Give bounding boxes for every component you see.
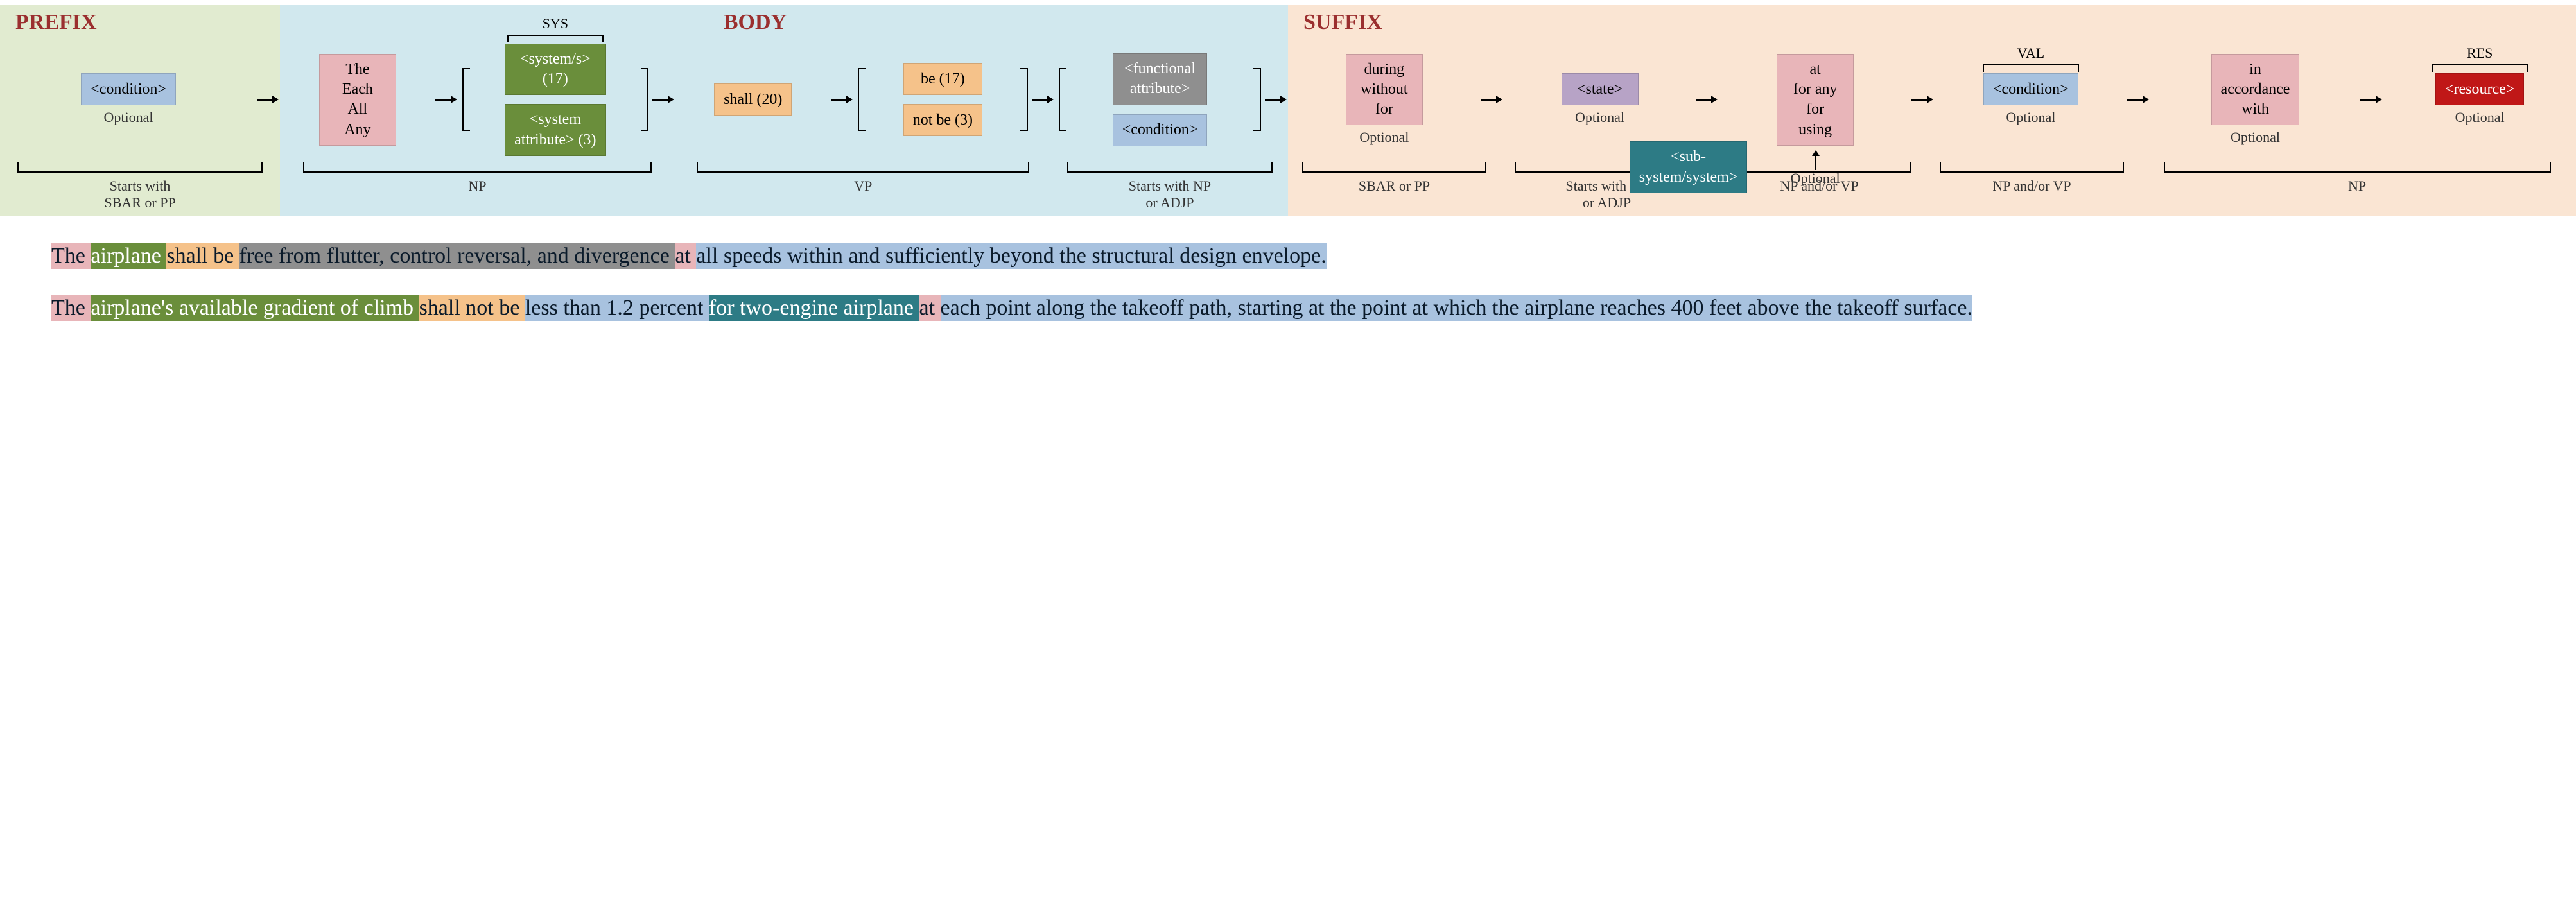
ex1-the: The: [51, 243, 91, 269]
optional-label: Optional: [2455, 109, 2505, 126]
ex1-shall: shall be: [166, 243, 234, 269]
ex2-condition2: each point along the takeoff path, start…: [941, 295, 1972, 321]
state-node: <state>: [1562, 73, 1639, 105]
ex1-system: airplane: [91, 243, 161, 269]
suffix-title: SUFFIX: [1303, 10, 1382, 35]
optional-label: Optional: [104, 109, 153, 126]
bottom-label-9: NP: [2348, 178, 2366, 194]
section-prefix: PREFIX <condition> Optional Starts with …: [0, 5, 280, 216]
fork-bracket: [641, 44, 652, 156]
notbe-node: not be (3): [903, 104, 982, 136]
fork-bracket: [1253, 44, 1265, 156]
optional-label: Optional: [1575, 109, 1624, 126]
fork-bracket: [458, 44, 470, 156]
optional-label: Optional: [2006, 109, 2055, 126]
condition-node-body: <condition>: [1113, 114, 1208, 146]
prefix-title: PREFIX: [15, 10, 97, 35]
bottom-label-5: SBAR or PP: [1359, 178, 1430, 194]
val-top-label: VAL: [1983, 45, 2079, 72]
up-arrow-icon: [1815, 151, 1816, 170]
condition-node-val: <condition>: [1983, 73, 2078, 105]
ex1-pp: at: [675, 243, 691, 269]
determiner-node: The Each All Any: [319, 54, 396, 146]
subsystem-node: <sub- system/system>: [1630, 141, 1748, 193]
example-sentences: The airplane shall be free from flutter,…: [0, 216, 2576, 369]
example-sentence-2: The airplane's available gradient of cli…: [51, 291, 2525, 324]
subsystem-branch: <sub- system/system>: [1630, 141, 1748, 193]
functional-attribute-node: <functional attribute>: [1113, 53, 1208, 105]
ex2-the: The: [51, 295, 91, 321]
bottom-label-2: NP: [468, 178, 486, 194]
shall-node: shall (20): [714, 83, 792, 116]
section-suffix: SUFFIX during without for Optional <stat…: [1288, 5, 2576, 216]
ex2-condition1: less than 1.2 percent: [525, 295, 704, 321]
body-title: BODY: [724, 10, 787, 35]
be-node: be (17): [903, 63, 982, 95]
sbar-node: during without for: [1346, 54, 1423, 126]
optional-label: Optional: [1791, 170, 1840, 187]
bottom-label-8: NP and/or VP: [1992, 178, 2071, 194]
ex1-condition: all speeds within and sufficiently beyon…: [696, 243, 1326, 269]
optional-label: Optional: [1359, 129, 1409, 146]
ex1-attribute: free from flutter, control reversal, and…: [239, 243, 670, 269]
example-sentence-1: The airplane shall be free from flutter,…: [51, 239, 2525, 272]
optional-label: Optional: [2231, 129, 2280, 146]
fork-bracket: [1055, 44, 1066, 156]
fork-bracket: [1020, 44, 1032, 156]
ex2-pp: at: [919, 295, 936, 321]
res-top-label: RES: [2432, 45, 2528, 72]
accordance-node: in accordance with: [2211, 54, 2300, 126]
condition-node-prefix: <condition>: [81, 73, 176, 105]
ex2-subsystem: for two-engine airplane: [709, 295, 914, 321]
ex2-system: airplane's available gradient of climb: [91, 295, 413, 321]
bottom-label-3: VP: [854, 178, 872, 194]
system-attribute-node: <system attribute> (3): [505, 104, 606, 155]
bottom-label-1: Starts with SBAR or PP: [104, 178, 175, 211]
resource-node: <resource>: [2435, 73, 2524, 105]
sys-top-label: SYS: [507, 15, 604, 42]
system-node: <system/s> (17): [505, 44, 606, 95]
section-body: BODY The Each All Any SYS <system/s> (17…: [280, 5, 1288, 216]
pp-node: at for any for using: [1777, 54, 1854, 146]
bottom-label-4: Starts with NP or ADJP: [1129, 178, 1211, 211]
fork-bracket: [854, 44, 866, 156]
diagram-container: PREFIX <condition> Optional Starts with …: [0, 0, 2576, 216]
ex2-shall: shall not be: [419, 295, 520, 321]
